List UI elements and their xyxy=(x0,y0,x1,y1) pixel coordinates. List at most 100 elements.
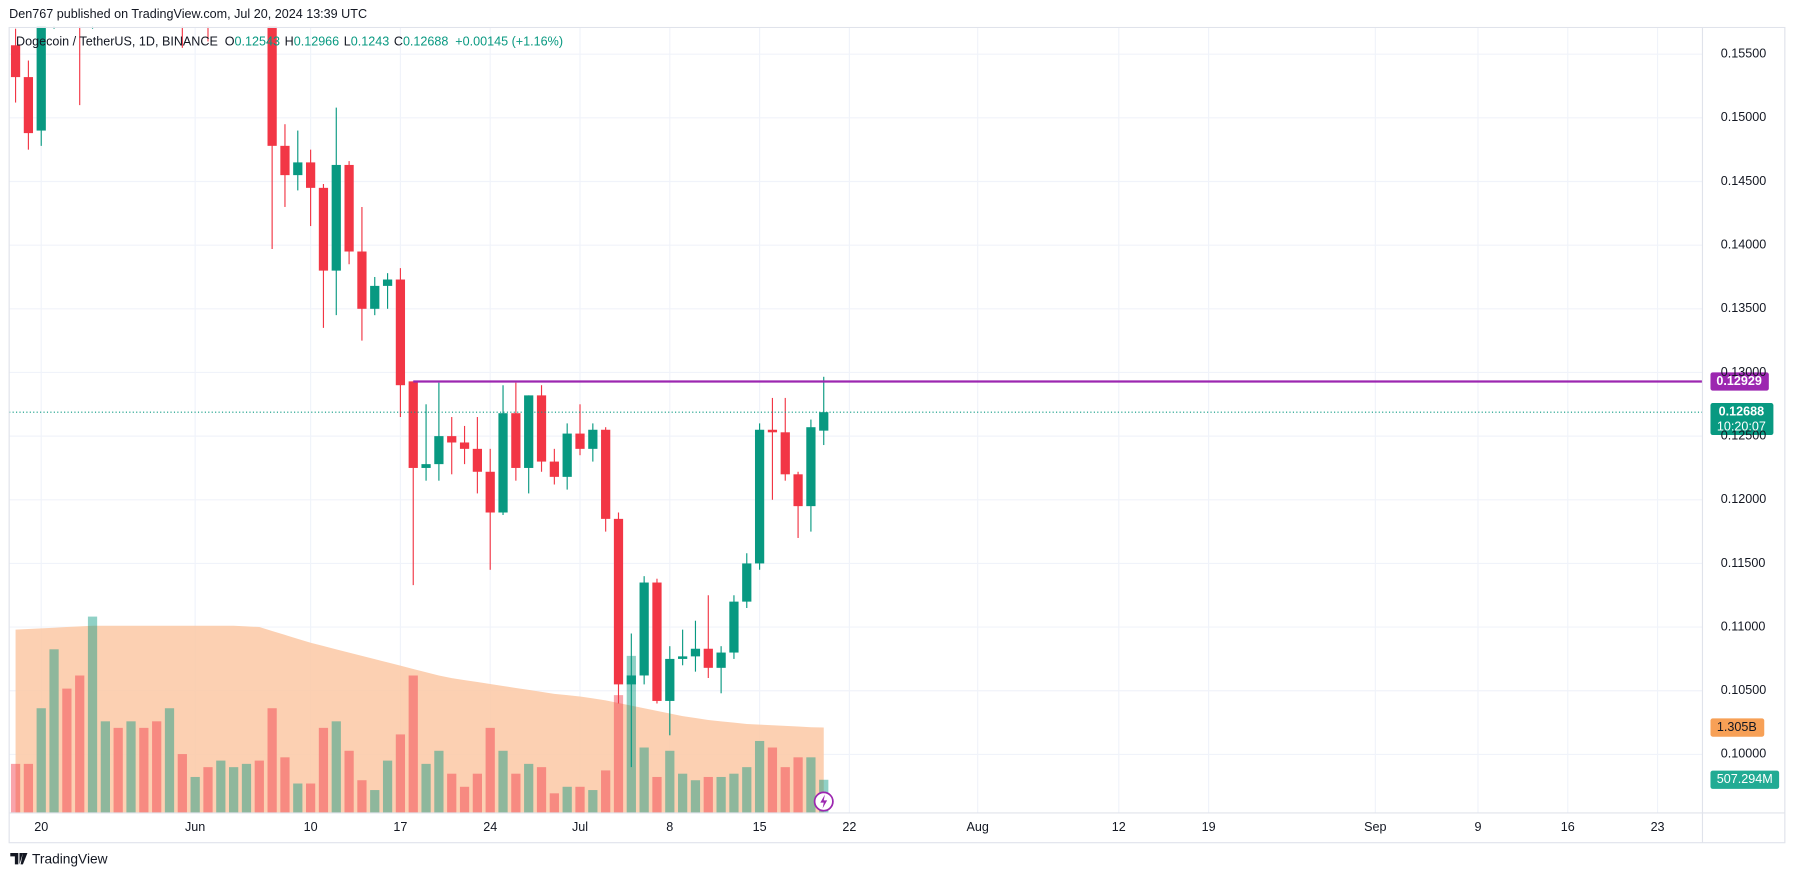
x-tick-label: 23 xyxy=(1651,820,1665,834)
grid xyxy=(9,27,1703,813)
x-tick-label: 8 xyxy=(666,820,673,834)
candle-body xyxy=(382,279,393,286)
volume-bar xyxy=(588,790,598,813)
candle-body xyxy=(626,675,636,685)
candle-body xyxy=(395,279,406,386)
countdown: 10:20:07 xyxy=(1717,419,1766,433)
y-tick-label: 0.10000 xyxy=(1721,747,1766,761)
volume-bar xyxy=(793,757,803,813)
volume-bar xyxy=(498,750,508,813)
volume-bar xyxy=(203,767,213,813)
x-tick-label: Jul xyxy=(572,820,588,834)
legend-title: Dogecoin / TetherUS, 1D, BINANCE xyxy=(16,35,218,49)
volume-bar xyxy=(652,776,662,813)
volume-bar xyxy=(511,773,521,813)
candle-body xyxy=(305,162,316,188)
volume-bar xyxy=(703,776,713,813)
legend: Dogecoin / TetherUS, 1D, BINANCE O0.12543… xyxy=(16,35,563,49)
volume-bar xyxy=(767,747,778,813)
volume-bar xyxy=(447,773,457,813)
candle-body xyxy=(498,413,508,513)
volume-bar xyxy=(10,763,21,813)
x-tick-label: Sep xyxy=(1364,820,1386,834)
volume-bar xyxy=(408,675,418,813)
candle-body xyxy=(767,429,778,433)
x-tick-label: 20 xyxy=(34,820,48,834)
candle-body xyxy=(819,412,829,431)
candle-body xyxy=(613,518,624,685)
x-tick-label: Jun xyxy=(185,820,205,834)
candle-body xyxy=(742,563,752,602)
volume-bar xyxy=(49,649,59,813)
candle-body xyxy=(536,395,547,462)
candle-body xyxy=(652,582,662,701)
candle-body xyxy=(754,429,765,564)
volume-ma-label-box xyxy=(1710,718,1765,737)
volume-bar xyxy=(421,763,431,813)
volume-bar xyxy=(126,721,136,813)
volume-bar xyxy=(267,708,277,813)
volume-bar xyxy=(678,773,688,813)
candle-body xyxy=(665,658,675,701)
candle-body xyxy=(408,381,418,468)
volume-bar xyxy=(690,780,701,813)
volume-bar xyxy=(152,721,162,813)
y-tick-label: 0.12000 xyxy=(1721,492,1766,506)
candle-body xyxy=(690,648,701,657)
candle-body xyxy=(780,432,790,475)
x-tick-label: Aug xyxy=(966,820,988,834)
volume-bar xyxy=(524,763,534,813)
volume-bar xyxy=(485,727,495,813)
volume-bar xyxy=(665,750,675,813)
candle-body xyxy=(472,448,482,472)
volume-bar xyxy=(216,760,226,813)
y-tick-label: 0.13000 xyxy=(1721,365,1766,379)
candle-body xyxy=(370,285,380,309)
volume-bar xyxy=(241,763,252,813)
y-tick-label: 0.13500 xyxy=(1721,301,1766,315)
x-tick-label: 22 xyxy=(842,820,856,834)
candle-body xyxy=(511,413,521,468)
volume-bar xyxy=(806,757,816,813)
last-price-box xyxy=(1710,403,1774,436)
candle-body xyxy=(447,436,457,443)
volume-bar xyxy=(742,767,752,813)
volume-bar xyxy=(357,780,367,813)
volume-bar xyxy=(562,786,572,813)
candle-body xyxy=(639,582,649,676)
top-mask xyxy=(0,0,1794,27)
volume-bar xyxy=(370,790,380,813)
candle-body xyxy=(549,461,559,477)
volume-bar xyxy=(639,747,649,813)
candle-body xyxy=(793,474,803,507)
candle-body xyxy=(421,464,431,468)
volume-bar xyxy=(164,708,175,813)
candle-body xyxy=(10,45,21,78)
y-tick-label: 0.12500 xyxy=(1721,428,1766,442)
legend-key: O xyxy=(225,35,235,49)
volume-ma-area xyxy=(15,625,824,813)
volume-bar xyxy=(280,757,290,813)
volume-bar xyxy=(75,675,85,813)
candle-body xyxy=(729,601,739,653)
candles xyxy=(10,0,829,768)
legend-value: 0.12688 xyxy=(403,35,448,49)
x-tick-label: 17 xyxy=(393,820,407,834)
y-tick-label: 0.15000 xyxy=(1721,110,1766,124)
volume-bar xyxy=(549,793,559,813)
candle-body xyxy=(267,0,277,146)
candle-body xyxy=(678,656,688,659)
volume-bar xyxy=(601,770,611,813)
legend-value: 0.1243 xyxy=(351,35,389,49)
y-tick-label: 0.11500 xyxy=(1721,556,1766,570)
volume-bar xyxy=(575,786,585,813)
candle-body xyxy=(524,395,534,468)
last-price-label: 0.12688 xyxy=(1719,405,1764,419)
x-tick-label: 12 xyxy=(1112,820,1126,834)
candle-body xyxy=(23,77,34,134)
legend-value: 0.12543 xyxy=(235,35,280,49)
level-label: 0.12929 xyxy=(1716,374,1761,388)
volume-bar xyxy=(293,783,303,813)
